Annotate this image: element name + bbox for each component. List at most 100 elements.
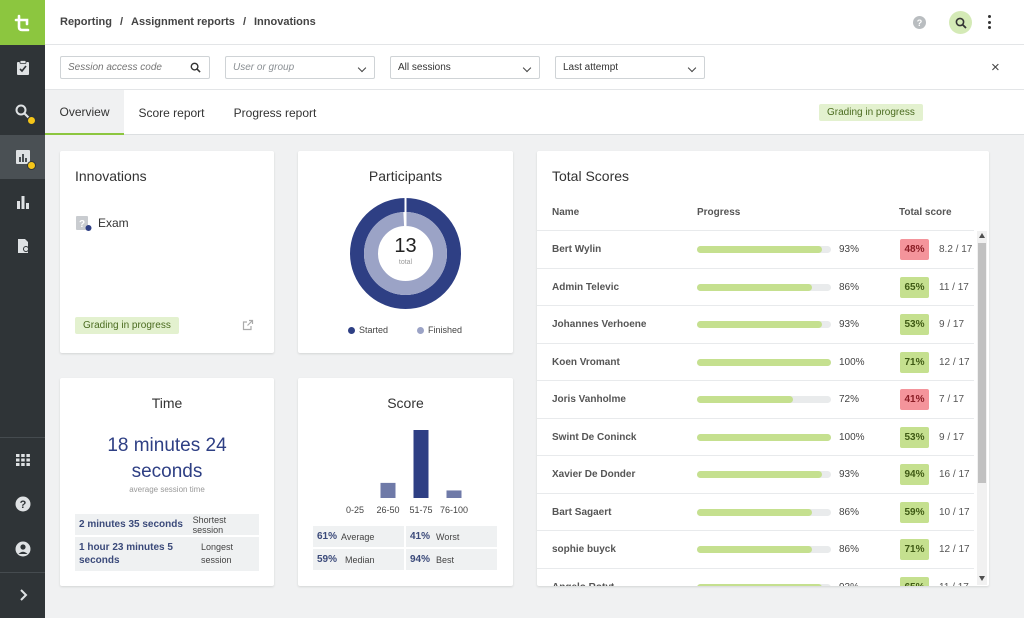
search-button[interactable] [949,11,972,34]
progress-bar-fill [697,546,813,553]
tab-progress-report[interactable]: Progress report [233,105,317,120]
shortest-session-label: Shortest session [192,514,227,535]
participant-name[interactable]: Swint De Coninck [552,431,637,443]
progress-bar-fill [697,508,813,516]
help-icon[interactable]: ? [913,16,926,29]
participant-name[interactable]: Admin Televic [552,281,620,293]
sessions-select-value: All sessions [398,62,451,73]
progress-bar-fill [697,358,831,366]
legend-finished-label: Finished [428,325,463,335]
score-badge: 41% [900,389,929,410]
participants-card: Participants 13 total Started Finished [298,151,513,353]
participant-name[interactable]: sophie buyck [552,544,616,555]
table-row[interactable]: Koen Vromant 100% 71% 12 / 17 [537,342,974,380]
score-badge: 65% [900,576,929,586]
participant-name[interactable]: Bert Wylin [552,244,602,255]
participant-name[interactable]: Koen Vromant [552,356,620,368]
average-score-value: 61% [317,531,338,542]
bar-51-75 [413,430,429,498]
worst-score-label: Worst [436,531,460,542]
legend-started-label: Started [359,325,389,335]
bar-76-100 [446,490,462,498]
sidebar-expand-button[interactable] [0,573,45,617]
participant-name[interactable]: Angelo Rotyt [552,582,614,587]
table-row[interactable]: sophie buyck 86% 71% 12 / 17 [537,530,974,567]
breadcrumb-assignment-reports[interactable]: Assignment reports [131,16,235,28]
innovations-title: Innovations [75,168,147,184]
participant-name[interactable]: Xavier De Donder [552,469,636,480]
table-row[interactable]: Xavier De Donder 93% 94% 16 / 17 [537,455,974,492]
table-row[interactable]: Bert Wylin 93% 48% 8.2 / 17 [537,230,974,267]
score-badge: 53% [900,314,929,335]
table-row[interactable]: Johannes Verhoene 93% 53% 9 / 17 [537,305,974,342]
header: Reporting / Assignment reports / Innovat… [45,0,1024,45]
score-badge: 53% [900,426,929,448]
notification-dot [27,116,36,125]
score-badge: 94% [900,464,929,485]
table-row[interactable]: Swint De Coninck 100% 53% 9 / 17 [537,417,974,455]
search-icon[interactable] [190,62,201,73]
chevron-down-icon [522,63,532,73]
participant-name[interactable]: Johannes Verhoene [552,319,647,330]
sidebar-profile-button[interactable] [0,527,45,571]
raw-score: 8.2 / 17 [939,244,973,255]
score-histogram: 0-25 26-50 51-75 76-100 [346,430,468,515]
breadcrumb-reporting[interactable]: Reporting [60,16,112,28]
table-row[interactable]: Admin Televic 86% 65% 11 / 17 [537,267,974,305]
search-icon [955,17,967,29]
raw-score: 9 / 17 [939,431,965,443]
logo-icon [14,14,29,31]
score-badge: 71% [900,539,929,560]
average-time-line-1: 18 minutes 24 [107,435,227,456]
external-link-icon[interactable] [242,319,254,331]
worst-score-cell: 41% Worst [406,526,497,547]
participant-name[interactable]: Joris Vanholme [552,394,626,405]
progress-bar [697,246,831,253]
column-total-score[interactable]: Total score [899,207,952,218]
scrollbar-thumb[interactable] [978,243,986,483]
tab-overview[interactable]: Overview [45,90,124,135]
sidebar-reports-button[interactable] [0,135,45,179]
median-score-value: 59% [317,554,338,565]
scroll-down-icon[interactable] [979,576,985,581]
attempt-select[interactable]: Last attempt [555,56,705,79]
sidebar-help-button[interactable]: ? [0,482,45,526]
session-code-field[interactable] [60,56,210,79]
legend-started: Started [348,325,388,335]
longest-session-label: Longest session [189,541,233,567]
user-group-select[interactable]: User or group [225,56,375,79]
breadcrumb: Reporting / Assignment reports / Innovat… [60,16,316,28]
more-menu-icon[interactable] [986,15,992,29]
participant-name[interactable]: Bart Sagaert [552,506,612,518]
sidebar-assignments-button[interactable] [0,46,45,90]
legend-finished: Finished [417,325,462,335]
close-icon[interactable]: × [991,59,1000,76]
column-progress[interactable]: Progress [697,207,741,218]
sidebar-apps-button[interactable] [0,438,45,482]
sidebar-statistics-button[interactable] [0,180,45,224]
exam-link[interactable]: Exam [98,216,129,230]
shortest-session-row: 2 minutes 35 seconds Shortest session [75,514,259,535]
app-logo[interactable] [0,0,45,45]
participants-total-label: total [398,259,413,266]
session-code-input[interactable] [68,62,178,73]
sidebar-documents-button[interactable] [0,224,45,268]
progress-bar-fill [697,321,822,328]
table-row[interactable]: Joris Vanholme 72% 41% 7 / 17 [537,380,974,417]
table-row[interactable]: Bart Sagaert 86% 59% 10 / 17 [537,492,974,530]
progress-bar-fill [697,433,831,441]
participants-title: Participants [368,168,443,184]
time-card: Time 18 minutes 24 seconds average sessi… [60,378,274,586]
sessions-select[interactable]: All sessions [390,56,540,79]
table-row[interactable]: Angelo Rotyt 93% 65% 11 / 17 [537,567,974,587]
legend-dot [417,326,424,334]
progress-percent: 86% [839,544,860,555]
tab-score-report[interactable]: Score report [138,105,205,120]
raw-score: 12 / 17 [939,356,970,368]
scroll-up-icon[interactable] [979,233,985,238]
column-name[interactable]: Name [552,207,580,218]
sidebar-search-button[interactable] [0,90,45,134]
x-tick-label: 51-75 [409,505,432,515]
raw-score: 10 / 17 [939,506,970,518]
score-badge: 48% [900,239,929,260]
